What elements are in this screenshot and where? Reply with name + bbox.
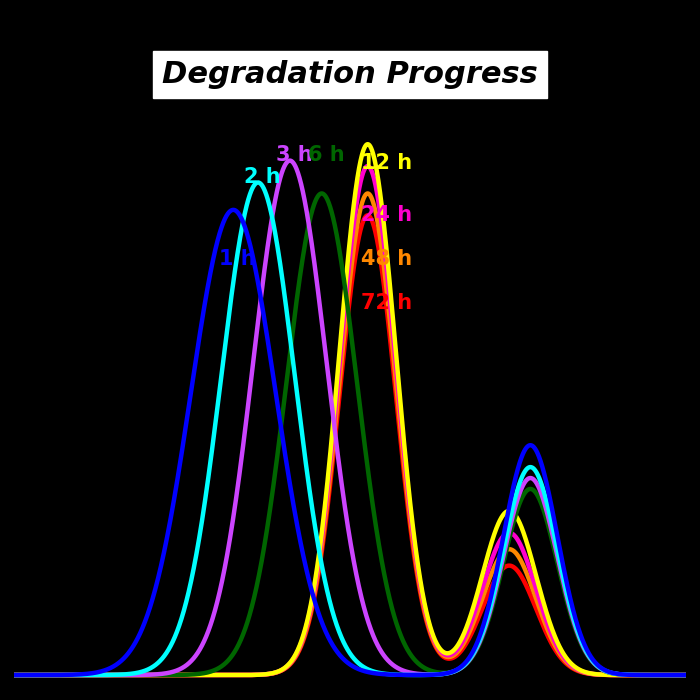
Text: Degradation Progress: Degradation Progress [162,60,538,89]
Text: 1 h: 1 h [219,249,256,269]
Text: 3 h: 3 h [276,145,312,165]
Text: 72 h: 72 h [360,293,412,313]
Text: 12 h: 12 h [360,153,412,174]
Text: 6 h: 6 h [307,145,344,165]
Text: 48 h: 48 h [360,249,412,269]
Text: 24 h: 24 h [360,205,412,225]
Text: 2 h: 2 h [244,167,281,187]
